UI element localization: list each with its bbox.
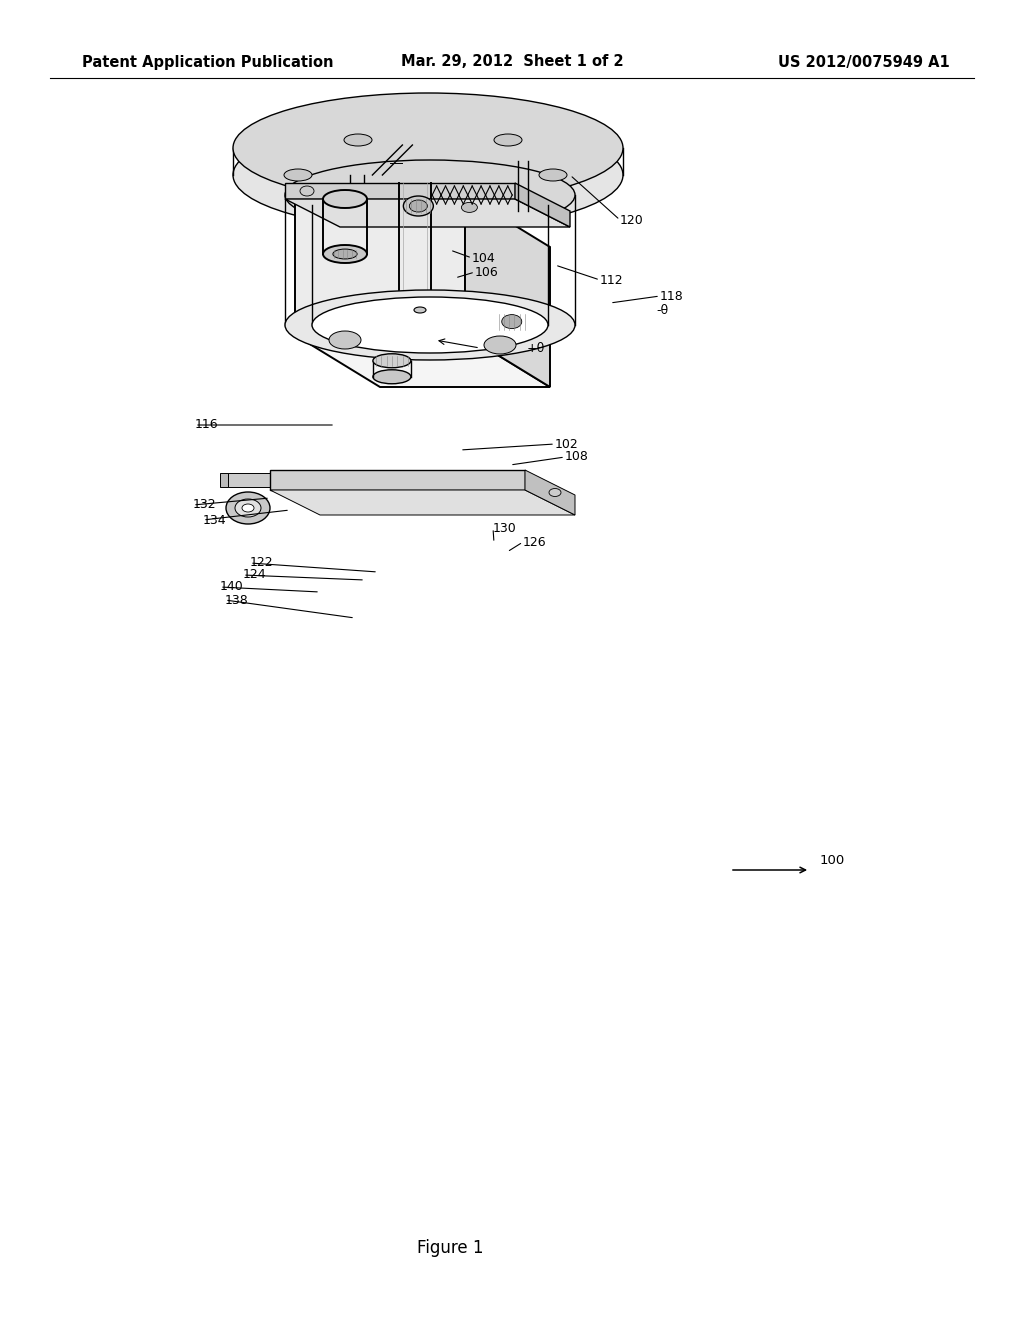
Text: 132: 132 xyxy=(193,499,217,511)
Ellipse shape xyxy=(233,92,623,203)
Polygon shape xyxy=(270,490,575,515)
Polygon shape xyxy=(285,183,515,199)
Text: 122: 122 xyxy=(250,557,273,569)
Ellipse shape xyxy=(414,308,426,313)
Ellipse shape xyxy=(373,354,411,368)
Polygon shape xyxy=(270,470,525,490)
Ellipse shape xyxy=(539,169,567,181)
Polygon shape xyxy=(295,335,550,387)
Ellipse shape xyxy=(284,169,312,181)
Ellipse shape xyxy=(502,314,522,329)
Text: 100: 100 xyxy=(820,854,845,866)
Ellipse shape xyxy=(410,201,427,213)
Polygon shape xyxy=(515,183,570,227)
Text: 124: 124 xyxy=(243,569,266,582)
Ellipse shape xyxy=(494,135,522,147)
Text: 104: 104 xyxy=(472,252,496,264)
Text: Figure 1: Figure 1 xyxy=(417,1239,483,1257)
Text: US 2012/0075949 A1: US 2012/0075949 A1 xyxy=(778,54,950,70)
Text: 134: 134 xyxy=(203,513,226,527)
Ellipse shape xyxy=(496,310,527,333)
Polygon shape xyxy=(220,473,228,487)
Text: 106: 106 xyxy=(475,265,499,279)
Text: +θ: +θ xyxy=(527,342,545,355)
Ellipse shape xyxy=(312,297,548,352)
Polygon shape xyxy=(465,195,550,387)
Ellipse shape xyxy=(323,190,367,209)
Ellipse shape xyxy=(329,331,361,348)
Text: Patent Application Publication: Patent Application Publication xyxy=(82,54,334,70)
Polygon shape xyxy=(525,470,575,515)
Text: 120: 120 xyxy=(620,214,644,227)
Text: 118: 118 xyxy=(660,289,684,302)
Polygon shape xyxy=(228,473,270,487)
Text: Mar. 29, 2012  Sheet 1 of 2: Mar. 29, 2012 Sheet 1 of 2 xyxy=(400,54,624,70)
Ellipse shape xyxy=(242,504,254,512)
Ellipse shape xyxy=(233,120,623,230)
Ellipse shape xyxy=(403,195,433,216)
Ellipse shape xyxy=(484,337,516,354)
Text: 140: 140 xyxy=(220,581,244,594)
Text: 126: 126 xyxy=(523,536,547,549)
Text: 112: 112 xyxy=(600,273,624,286)
Ellipse shape xyxy=(226,492,270,524)
Text: 130: 130 xyxy=(493,521,517,535)
Text: 102: 102 xyxy=(555,437,579,450)
Ellipse shape xyxy=(285,160,575,230)
Text: 110: 110 xyxy=(483,341,507,354)
Ellipse shape xyxy=(234,499,261,517)
Ellipse shape xyxy=(344,135,372,147)
Text: 138: 138 xyxy=(225,594,249,606)
Polygon shape xyxy=(295,195,465,335)
Text: 116: 116 xyxy=(195,418,219,432)
Ellipse shape xyxy=(373,370,411,384)
Polygon shape xyxy=(285,199,570,227)
Ellipse shape xyxy=(323,246,367,263)
Text: 108: 108 xyxy=(565,450,589,463)
Ellipse shape xyxy=(549,488,561,496)
Ellipse shape xyxy=(285,290,575,360)
Ellipse shape xyxy=(300,186,314,195)
Ellipse shape xyxy=(462,202,477,213)
Text: -θ: -θ xyxy=(656,304,668,317)
Ellipse shape xyxy=(333,249,357,259)
